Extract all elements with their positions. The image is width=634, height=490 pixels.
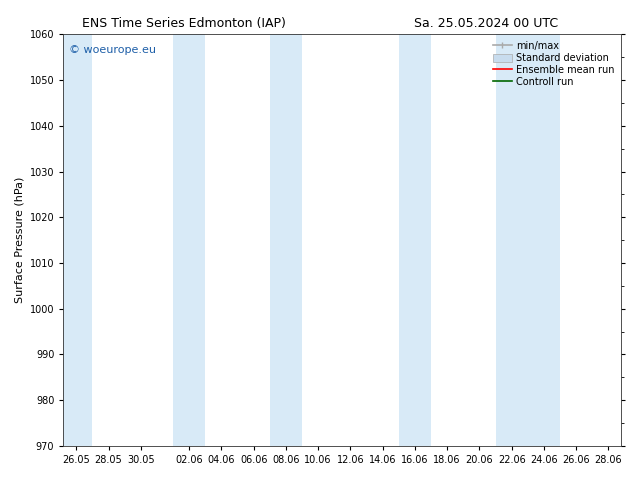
Text: © woeurope.eu: © woeurope.eu	[69, 45, 156, 54]
Bar	[63, 34, 93, 446]
Text: ENS Time Series Edmonton (IAP): ENS Time Series Edmonton (IAP)	[82, 17, 287, 30]
Bar	[173, 34, 205, 446]
Text: Sa. 25.05.2024 00 UTC: Sa. 25.05.2024 00 UTC	[414, 17, 558, 30]
Legend: min/max, Standard deviation, Ensemble mean run, Controll run: min/max, Standard deviation, Ensemble me…	[491, 39, 616, 89]
Bar	[399, 34, 431, 446]
Y-axis label: Surface Pressure (hPa): Surface Pressure (hPa)	[14, 177, 24, 303]
Bar	[270, 34, 302, 446]
Bar	[496, 34, 560, 446]
